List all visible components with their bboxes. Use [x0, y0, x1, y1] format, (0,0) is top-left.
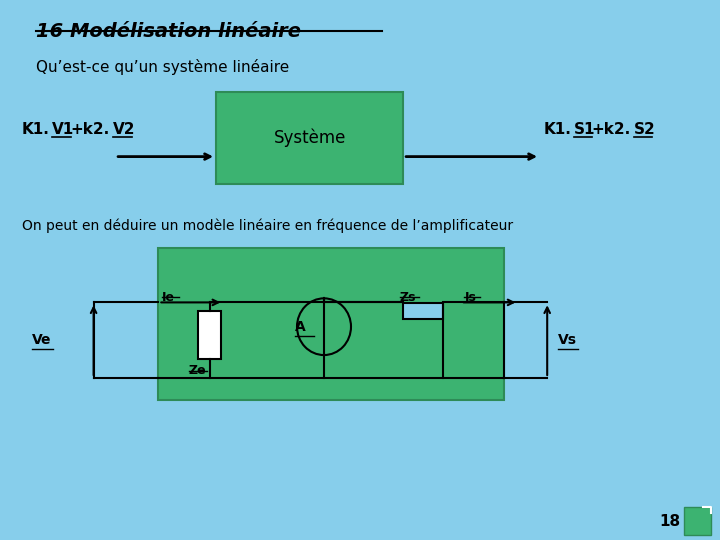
Text: +k2.: +k2. [71, 122, 110, 137]
Text: Is: Is [464, 291, 476, 303]
Text: Ie: Ie [162, 291, 175, 303]
Text: V2: V2 [113, 122, 135, 137]
Bar [158, 248, 504, 400]
Bar [198, 310, 221, 359]
Bar [216, 92, 403, 184]
Text: Système: Système [274, 129, 346, 147]
Text: Zs: Zs [400, 291, 416, 303]
Text: Ze: Ze [189, 364, 206, 377]
Bar [684, 507, 711, 535]
Text: +k2.: +k2. [592, 122, 631, 137]
Text: 16 Modélisation linéaire: 16 Modélisation linéaire [36, 22, 301, 40]
Text: 18: 18 [659, 514, 680, 529]
Text: K1.: K1. [544, 122, 572, 137]
Text: Vs: Vs [558, 333, 577, 347]
Bar [403, 303, 443, 319]
Text: V1: V1 [52, 122, 74, 137]
Text: K1.: K1. [22, 122, 50, 137]
Text: S1: S1 [574, 122, 595, 137]
Text: A: A [295, 320, 306, 334]
Text: On peut en déduire un modèle linéaire en fréquence de l’amplificateur: On peut en déduire un modèle linéaire en… [22, 219, 513, 233]
Text: Qu’est-ce qu’un système linéaire: Qu’est-ce qu’un système linéaire [36, 59, 289, 76]
Text: Ve: Ve [32, 333, 52, 347]
Text: S2: S2 [634, 122, 655, 137]
Ellipse shape [297, 298, 351, 355]
